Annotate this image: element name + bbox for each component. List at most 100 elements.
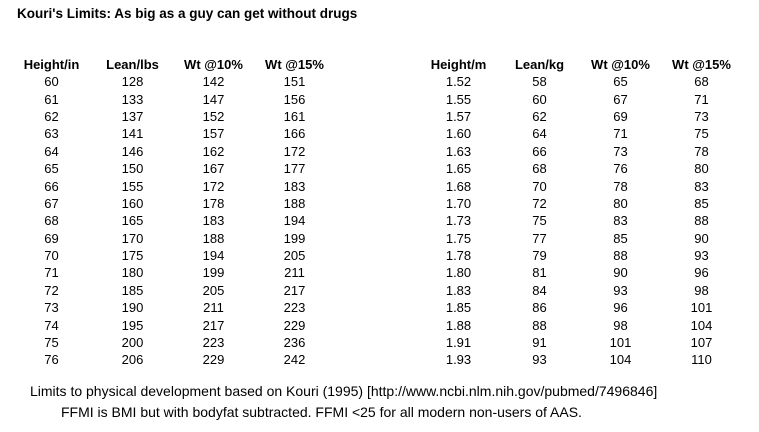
table-cell: 190 (121, 300, 144, 316)
table-cell: 142 (202, 74, 225, 90)
table-cell: 1.93 (445, 352, 472, 368)
table-cell: 1.78 (445, 248, 472, 264)
table-cell: 75 (694, 126, 709, 142)
table-cell: 70 (44, 248, 59, 264)
table-row: 63 141 157 166 (11, 125, 335, 142)
table-cell: 170 (121, 230, 144, 246)
table-row: 1.78 79 88 93 (418, 247, 742, 264)
table-cell: 77 (532, 230, 547, 246)
table-cell: 1.65 (445, 161, 472, 177)
table-cell: 68 (44, 213, 59, 229)
table-cell: 73 (694, 108, 709, 124)
table-cell: 185 (121, 282, 144, 298)
table-cell: 93 (532, 352, 547, 368)
table-cell: 98 (694, 282, 709, 298)
table-cell: 188 (283, 195, 306, 211)
table-cell: 90 (694, 230, 709, 246)
table-cell: 1.55 (445, 91, 472, 107)
table-cell: 1.88 (445, 317, 472, 333)
table-cell: 62 (532, 108, 547, 124)
table-cell: 73 (613, 143, 628, 159)
table-cell: 141 (121, 126, 144, 142)
table-cell: 229 (202, 352, 225, 368)
table-cell: 1.85 (445, 300, 472, 316)
table-cell: 110 (691, 352, 712, 368)
table-cell: 81 (532, 265, 547, 281)
table-cell: 71 (613, 126, 628, 142)
table-cell: 75 (44, 335, 59, 351)
table-cell: 1.52 (445, 74, 472, 90)
table-row: 1.73 75 83 88 (418, 212, 742, 229)
table-cell: 183 (202, 213, 225, 229)
table-cell: 1.57 (445, 108, 472, 124)
table-cell: 73 (44, 300, 59, 316)
table-cell: 180 (121, 265, 144, 281)
table-cell: 151 (283, 74, 306, 90)
table-cell: 133 (121, 91, 144, 107)
table-cell: 194 (202, 248, 225, 264)
table-cell: 101 (690, 300, 713, 316)
table-row: 1.83 84 93 98 (418, 282, 742, 299)
table-cell: 90 (613, 265, 628, 281)
table-cell: 71 (44, 265, 59, 281)
table-cell: 205 (283, 248, 306, 264)
footnote-source: Limits to physical development based on … (30, 383, 658, 399)
table-cell: 223 (202, 335, 225, 351)
table-cell: 101 (609, 335, 632, 351)
table-row: 1.57 62 69 73 (418, 108, 742, 125)
table-cell: 68 (694, 74, 709, 90)
table-cell: 107 (690, 335, 713, 351)
footnotes: Limits to physical development based on … (0, 383, 759, 420)
table-row: 74 195 217 229 (11, 316, 335, 333)
table-cell: 188 (202, 230, 225, 246)
table-cell: 242 (283, 352, 306, 368)
table-cell: 58 (532, 74, 547, 90)
table-cell: 96 (613, 300, 628, 316)
table-row: 68 165 183 194 (11, 212, 335, 229)
table-cell: 65 (613, 74, 628, 90)
table-cell: 183 (283, 178, 306, 194)
table-row: 73 190 211 223 (11, 299, 335, 316)
table-cell: 104 (609, 352, 632, 368)
table-cell: 98 (613, 317, 628, 333)
table-cell: 211 (203, 300, 224, 316)
table-cell: 160 (121, 195, 144, 211)
table-cell: 162 (202, 143, 225, 159)
table-cell: 172 (283, 143, 306, 159)
column-header: Height/in (23, 56, 80, 72)
footnote-ffmi-note: FFMI is BMI but with bodyfat subtracted.… (61, 404, 582, 420)
table-cell: 205 (202, 282, 225, 298)
table-cell: 217 (283, 282, 306, 298)
table-cell: 84 (532, 282, 547, 298)
table-row: 66 155 172 183 (11, 177, 335, 194)
table-cell: 83 (613, 213, 628, 229)
table-cell: 223 (283, 300, 306, 316)
table-row: 70 175 194 205 (11, 247, 335, 264)
table-row: 1.68 70 78 83 (418, 177, 742, 194)
table-cell: 78 (694, 143, 709, 159)
table-row: 1.93 93 104 110 (418, 351, 742, 368)
table-cell: 200 (121, 335, 144, 351)
metric-units-table: Height/m Lean/kg Wt @10% Wt @15% 1.52 58 65 68 1… (418, 55, 742, 369)
table-row: 1.52 58 65 68 (418, 73, 742, 90)
table-cell: 1.60 (445, 126, 472, 142)
table-row: 72 185 205 217 (11, 282, 335, 299)
table-cell: 155 (121, 178, 144, 194)
table-cell: 85 (694, 195, 709, 211)
table-cell: 128 (121, 74, 144, 90)
table-row: 1.85 86 96 101 (418, 299, 742, 316)
table-cell: 195 (121, 317, 144, 333)
table-row: 1.91 91 101 107 (418, 334, 742, 351)
table-cell: 236 (283, 335, 306, 351)
table-cell: 91 (532, 335, 547, 351)
table-row: 1.80 81 90 96 (418, 264, 742, 281)
table-row: 1.55 60 67 71 (418, 90, 742, 107)
table-row: 1.60 64 71 75 (418, 125, 742, 142)
table-row: 61 133 147 156 (11, 90, 335, 107)
page-title: Kouri's Limits: As big as a guy can get … (17, 6, 358, 21)
table-cell: 80 (694, 161, 709, 177)
table-cell: 60 (532, 91, 547, 107)
table-row: 76 206 229 242 (11, 351, 335, 368)
header-row: Height/m Lean/kg Wt @10% Wt @15% (418, 55, 742, 73)
table-cell: 199 (283, 230, 306, 246)
